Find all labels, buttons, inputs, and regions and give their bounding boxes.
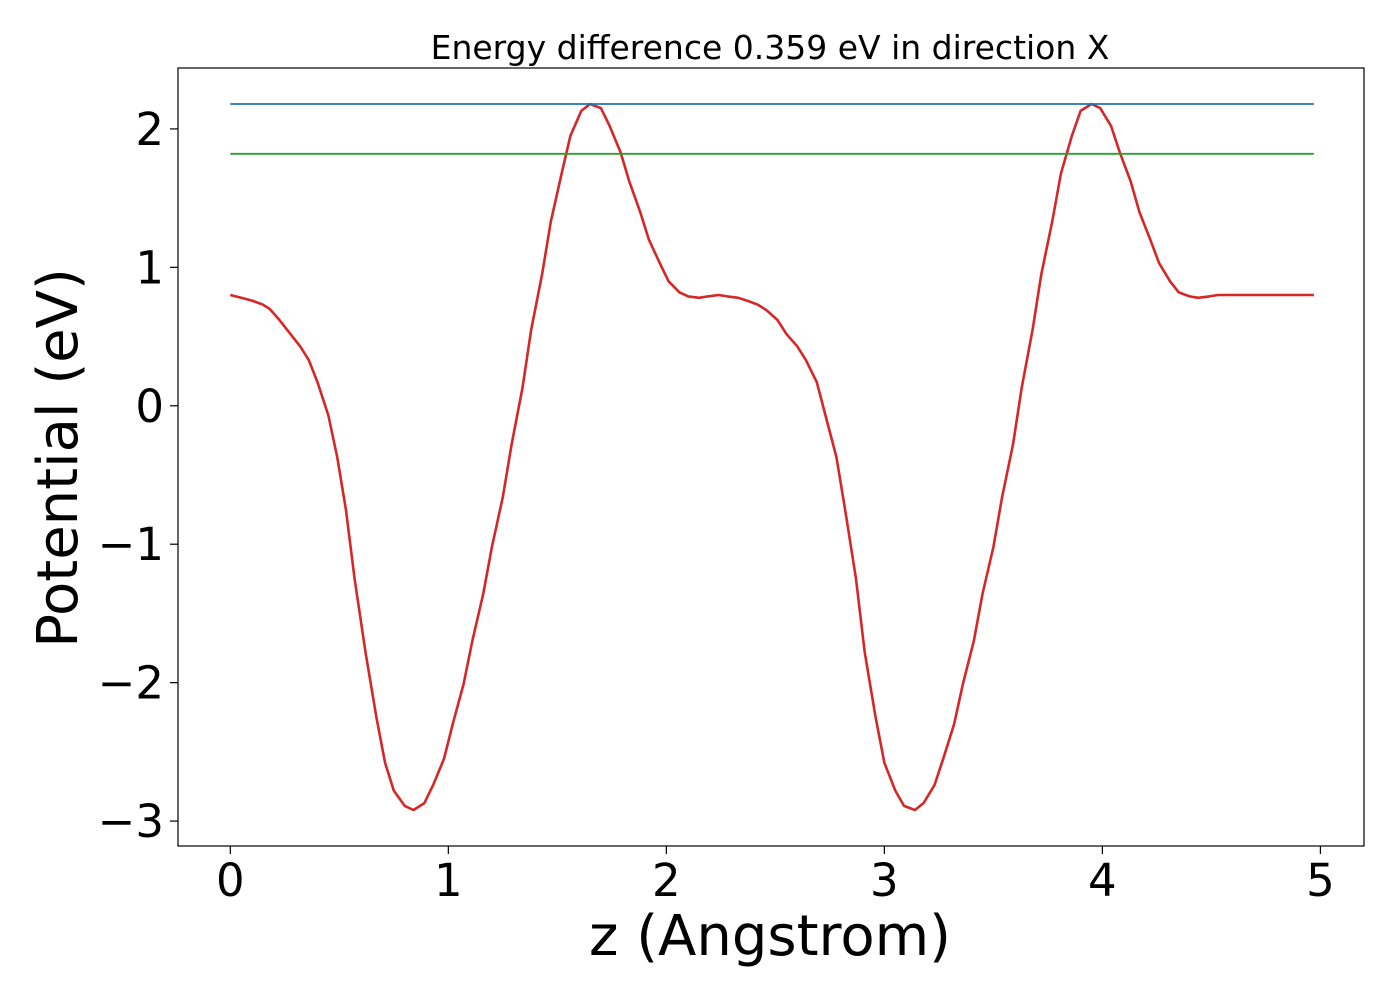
- x-tick-label-0: 0: [216, 854, 245, 907]
- x-tick-label-4: 4: [1088, 854, 1117, 907]
- plot-frame: [177, 67, 1365, 847]
- x-tick-label-5: 5: [1306, 854, 1335, 907]
- y-tick-label-1: −2: [98, 657, 164, 710]
- chart-title: Energy difference 0.359 eV in direction …: [431, 28, 1110, 67]
- y-tick-label-0: −3: [98, 795, 164, 848]
- x-tick-label-2: 2: [652, 854, 681, 907]
- y-axis-label: Potential (eV): [26, 268, 91, 648]
- y-tick-label-3: 0: [135, 380, 164, 433]
- y-tick-label-2: −1: [98, 518, 164, 571]
- y-axis-ticks: −3 −2 −1 0 1 2: [98, 103, 178, 848]
- x-axis-ticks: 0 1 2 3 4 5: [216, 846, 1335, 907]
- x-tick-label-3: 3: [870, 854, 899, 907]
- plot-content: [229, 102, 1314, 812]
- series-line-0: [229, 102, 1314, 812]
- x-axis-label: z (Angstrom): [589, 904, 951, 969]
- x-tick-label-1: 1: [434, 854, 463, 907]
- y-tick-label-5: 2: [135, 103, 164, 156]
- y-tick-label-4: 1: [135, 241, 164, 294]
